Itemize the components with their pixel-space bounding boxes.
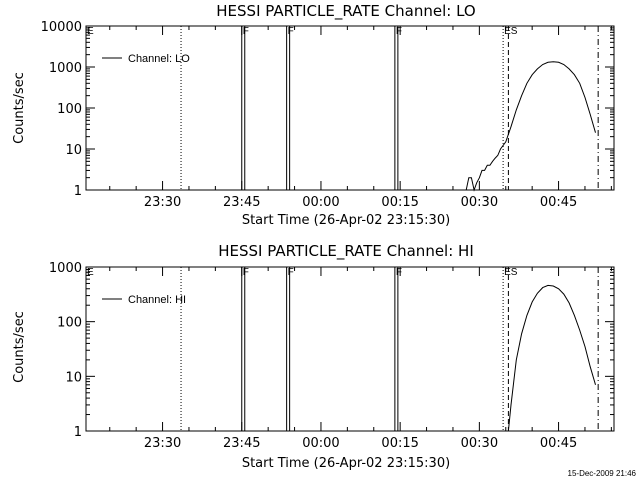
flag-label: F bbox=[243, 26, 249, 37]
flare-flag-box bbox=[241, 25, 246, 191]
flare-flag-box bbox=[286, 25, 291, 191]
chart-title-hi: HESSI PARTICLE_RATE Channel: HI bbox=[218, 242, 474, 261]
series-line-hi bbox=[507, 284, 596, 432]
flare-flag-box bbox=[241, 266, 246, 432]
legend-label-lo: Channel: LO bbox=[128, 53, 190, 65]
y-tick-label: 1000 bbox=[49, 261, 82, 276]
x-tick-label: 23:45 bbox=[223, 436, 260, 451]
print-timestamp: 15-Dec-2009 21:46 bbox=[568, 469, 637, 478]
y-tick-label: 10 bbox=[65, 370, 82, 385]
x-tick-label: 00:15 bbox=[381, 195, 418, 210]
y-tick-label: 1 bbox=[74, 425, 82, 440]
x-tick-label: 00:00 bbox=[302, 436, 339, 451]
flag-label: F bbox=[288, 26, 294, 37]
plot-area-lo: 1 10 100 1000 10000 23:30 23:45 00:00 00:15 00:30… bbox=[41, 20, 615, 210]
plot-frame-lo bbox=[85, 25, 615, 191]
flag-label: F bbox=[396, 267, 402, 278]
y-tick-label: 100 bbox=[57, 316, 82, 331]
flag-label: ES bbox=[504, 267, 518, 278]
x-tick-label: 00:30 bbox=[461, 195, 498, 210]
x-tick-label: 23:30 bbox=[144, 436, 181, 451]
flare-flag-box bbox=[394, 266, 399, 432]
x-tick-label: 00:00 bbox=[302, 195, 339, 210]
x-tick-label: 23:45 bbox=[223, 195, 260, 210]
flag-label: F bbox=[288, 267, 294, 278]
x-tick-label: 00:30 bbox=[461, 436, 498, 451]
y-tick-label: 10000 bbox=[41, 20, 82, 35]
x-tick-label: 00:45 bbox=[540, 436, 577, 451]
flag-label: E bbox=[87, 267, 94, 278]
panel-lo: HESSI PARTICLE_RATE Channel: LO Counts/s… bbox=[12, 2, 615, 228]
y-tick-label: 100 bbox=[57, 102, 82, 117]
x-tick-label: 00:15 bbox=[381, 436, 418, 451]
chart-title-lo: HESSI PARTICLE_RATE Channel: LO bbox=[216, 2, 475, 21]
flag-label: ES bbox=[504, 26, 518, 37]
y-axis-label-lo: Counts/sec bbox=[12, 72, 27, 144]
flag-label: F bbox=[396, 26, 402, 37]
y-axis-label-hi: Counts/sec bbox=[12, 311, 27, 383]
flare-flag-box bbox=[394, 25, 399, 191]
x-tick-label: 00:45 bbox=[540, 195, 577, 210]
series-line-lo bbox=[455, 61, 596, 192]
plot-frame-hi bbox=[85, 266, 615, 432]
panel-hi: HESSI PARTICLE_RATE Channel: HI Counts/s… bbox=[12, 242, 615, 471]
x-tick-label: 23:30 bbox=[144, 195, 181, 210]
flare-flag-box bbox=[286, 266, 291, 432]
x-axis-label-lo: Start Time (26-Apr-02 23:15:30) bbox=[242, 213, 450, 228]
legend-label-hi: Channel: HI bbox=[128, 294, 186, 306]
x-axis-label-hi: Start Time (26-Apr-02 23:15:30) bbox=[242, 456, 450, 471]
y-tick-label: 1 bbox=[74, 184, 82, 199]
flag-label: F bbox=[243, 267, 249, 278]
plot-area-hi: 1 10 100 1000 23:30 23:45 00:00 00:15 00:30 00:45… bbox=[49, 261, 615, 451]
flag-label: E bbox=[87, 26, 94, 37]
y-tick-label: 10 bbox=[65, 143, 82, 158]
y-tick-label: 1000 bbox=[49, 61, 82, 76]
